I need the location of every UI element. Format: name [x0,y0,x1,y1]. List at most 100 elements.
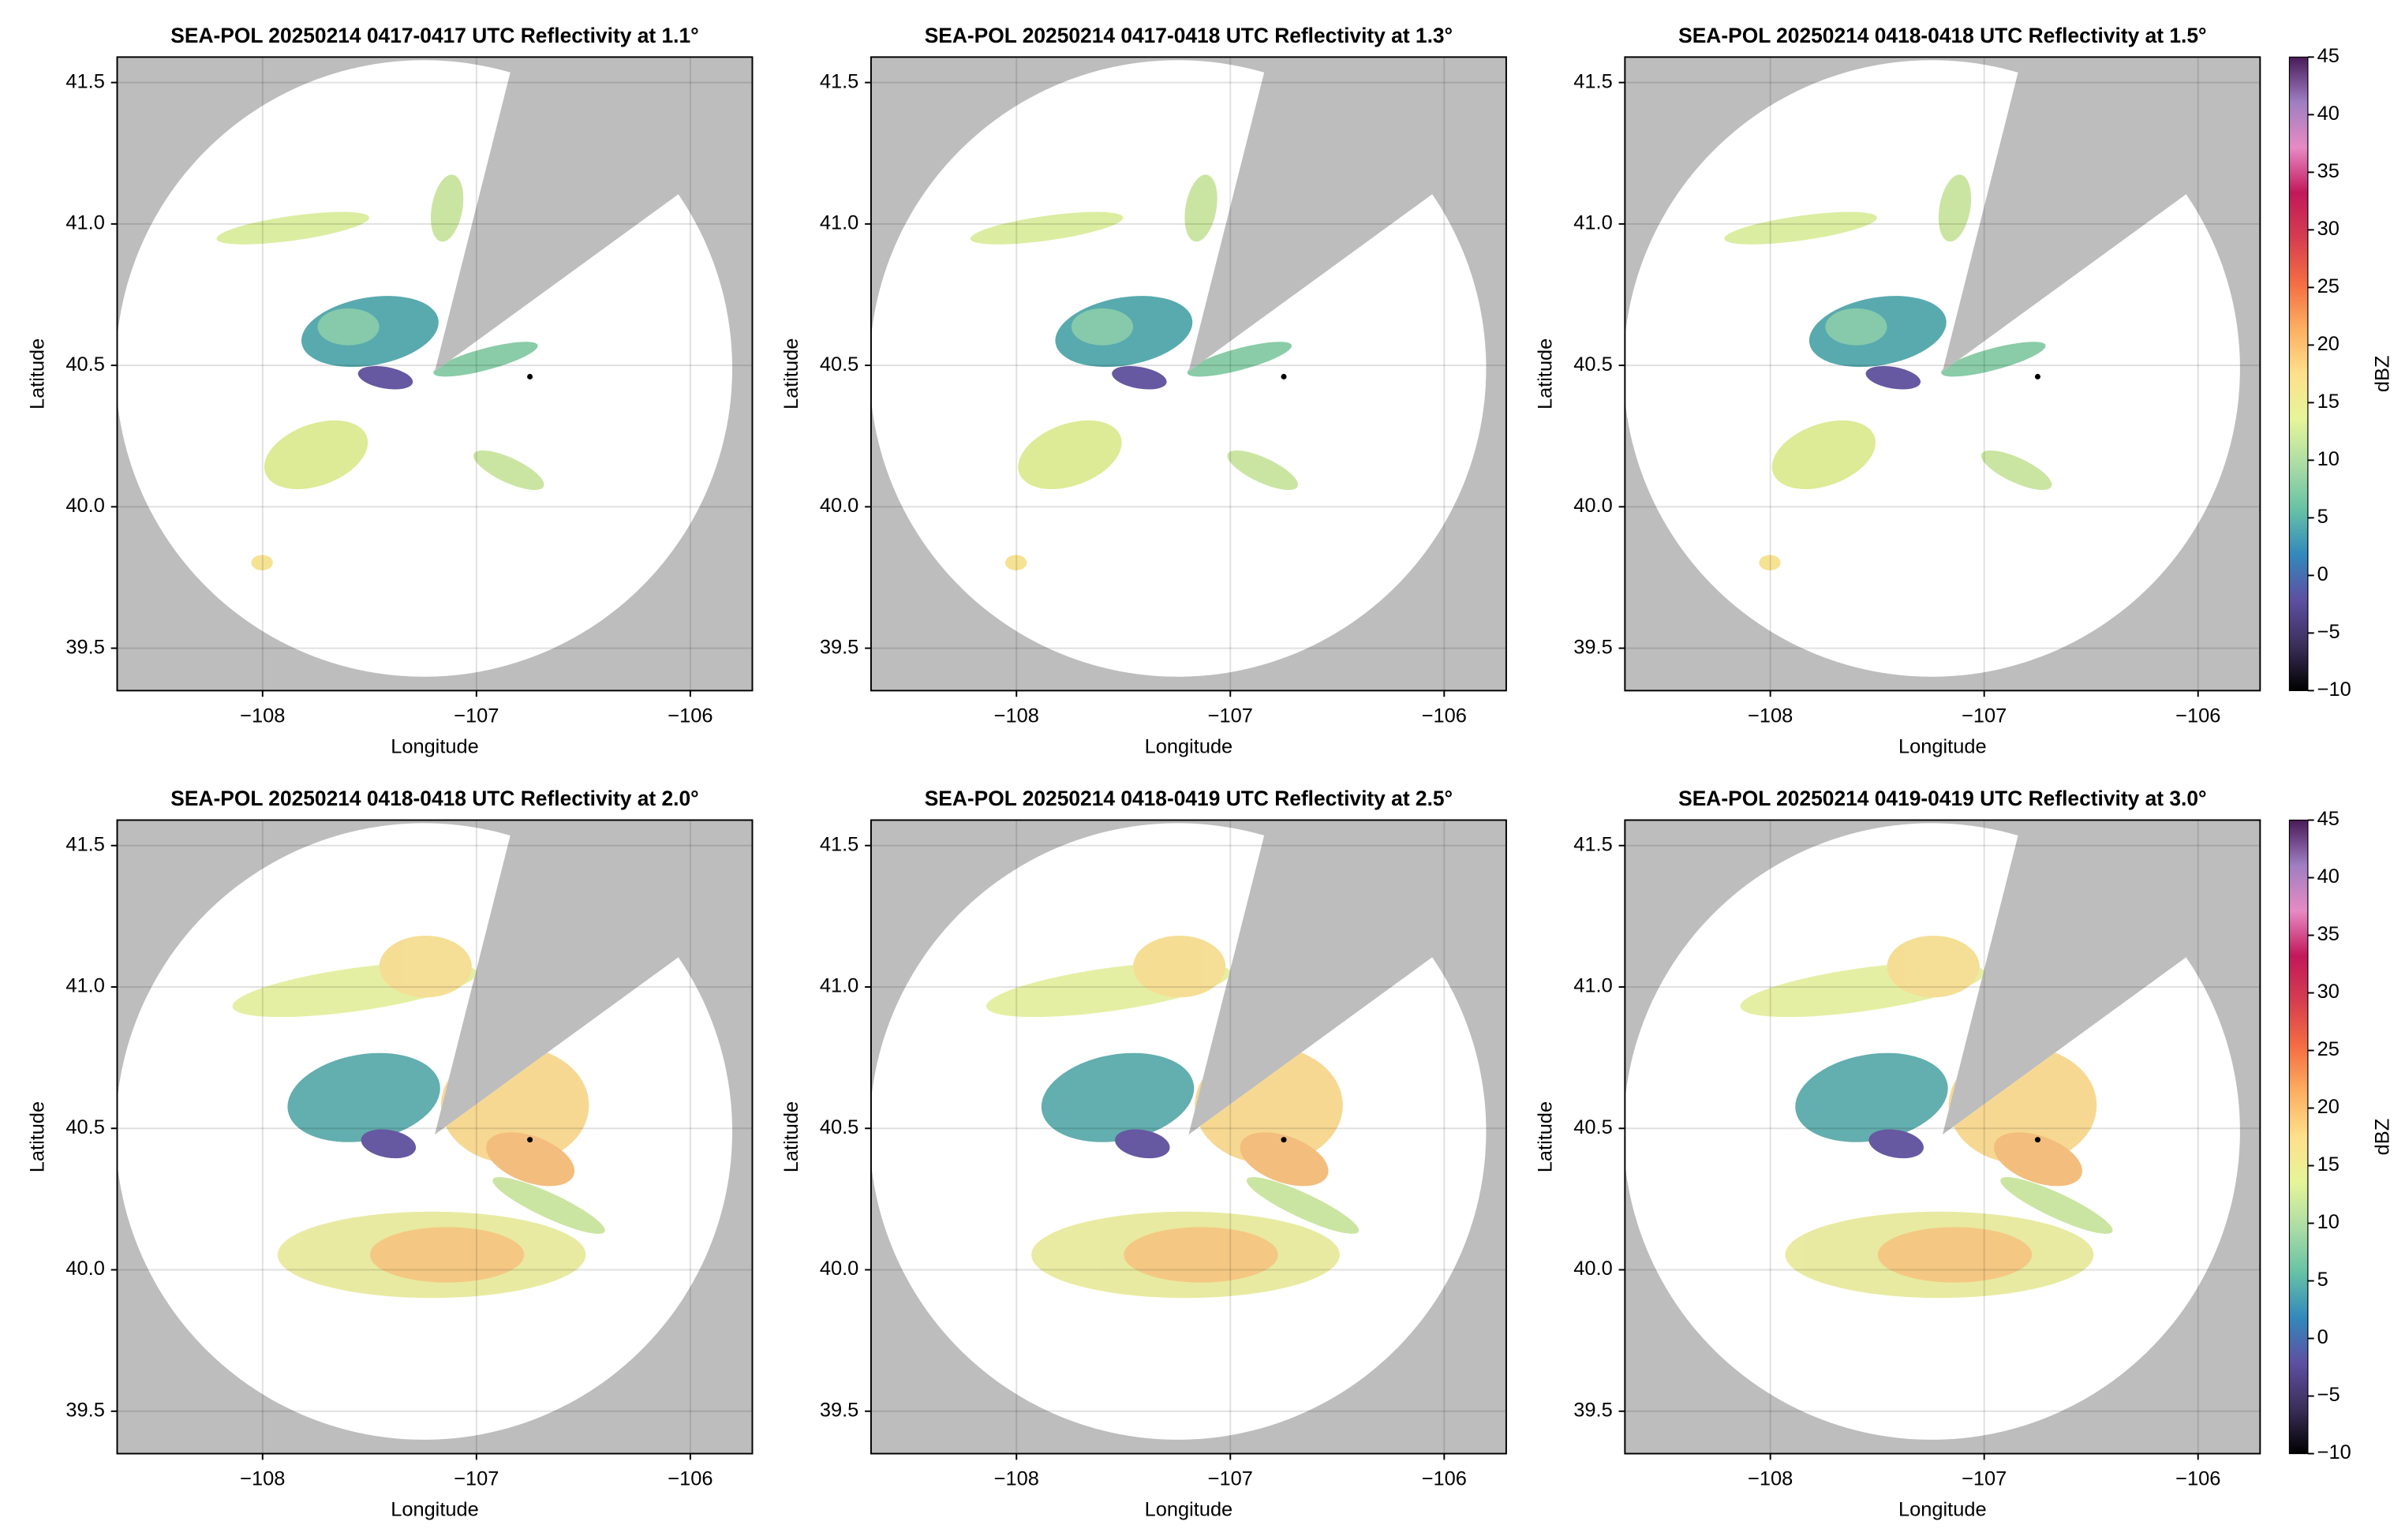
echo [1868,1129,1924,1159]
colorbar-tick-label: 5 [2317,506,2328,528]
echo [1112,365,1167,390]
colorbar-label: dBZ [2371,1119,2393,1156]
echo [1133,936,1226,998]
echo [1759,555,1781,570]
echo [216,211,369,245]
y-tick-label: 40.5 [1573,353,1612,376]
echo [287,1052,440,1142]
y-tick-label: 41.5 [1573,70,1612,92]
y-axis-label: Latitude [780,338,802,409]
y-axis-label: Latitude [1534,1101,1556,1172]
echo [1825,308,1887,346]
colorbar [2288,56,2309,691]
echo [2000,1177,2113,1234]
x-tick-label: −107 [1962,705,2007,727]
echo [369,1227,525,1283]
y-tick-label: 41.0 [1573,212,1612,234]
echoes [970,174,1298,570]
site-marker [1281,1137,1287,1143]
colorbar-tick-label: 20 [2317,1096,2340,1118]
x-tick-label: −107 [1962,1467,2007,1490]
echo [1124,1227,1278,1283]
y-tick-label: 41.5 [820,70,858,92]
colorbar-tick-label: 10 [2317,448,2340,470]
colorbar-tick-label: 10 [2317,1211,2340,1233]
site-marker [2034,373,2040,379]
y-tick-label: 41.5 [820,833,858,855]
plot-frame [870,56,1507,692]
y-tick-label: 41.5 [65,833,104,855]
echo [1724,211,1877,245]
echo [1887,936,1980,998]
echo [251,555,273,570]
colorbar-tick-label: 30 [2317,981,2340,1003]
echo [317,308,380,346]
x-tick-label: −108 [994,705,1039,727]
chart-title: SEA-POL 20250214 0418-0418 UTC Reflectiv… [1678,24,2206,47]
x-tick-label: −108 [240,705,285,727]
echo [1018,420,1122,489]
echo [1240,1132,1329,1187]
x-tick-label: −107 [454,1467,499,1490]
panel: −108 −107 −106 39.5 40.0 40.5 41.0 41.5 SEA-POL … [27,787,754,1521]
x-tick-label: −108 [1748,705,1793,727]
colorbar-tick-label: 0 [2317,563,2328,585]
echo [1941,342,2046,377]
x-tick-label: −107 [454,705,499,727]
x-axis-label: Longitude [1145,1499,1233,1521]
panel: −108 −107 −106 39.5 40.0 40.5 41.0 41.5 SEA-POL … [27,24,754,757]
y-tick-label: 41.0 [65,212,104,234]
echoes [1724,174,2052,570]
x-tick-label: −108 [994,1467,1039,1490]
echo [1227,450,1298,491]
colorbar-tick-label: 45 [2317,808,2340,830]
echo [379,936,472,998]
y-tick-label: 39.5 [820,636,858,658]
y-axis-label: Latitude [1534,338,1556,409]
panel: −108 −107 −106 39.5 40.0 40.5 41.0 41.5 SEA-POL … [1534,24,2393,757]
echo [486,1132,575,1187]
chart-title: SEA-POL 20250214 0417-0417 UTC Reflectiv… [170,24,698,47]
echo [430,174,464,242]
colorbar-tick-label: −10 [2317,678,2351,701]
plot-frame [1624,819,2261,1455]
y-tick-label: 40.5 [1573,1116,1612,1138]
echo [1187,342,1292,377]
echo [1115,1129,1170,1159]
echo [357,365,413,390]
colorbar-tick-label: 35 [2317,160,2340,182]
y-axis-label: Latitude [780,1101,802,1172]
colorbar-tick-label: 30 [2317,218,2340,240]
x-axis-label: Longitude [391,1499,479,1521]
echo [1877,1227,2033,1283]
plot-frame [116,56,754,692]
colorbar-tick-label: 0 [2317,1326,2328,1348]
x-tick-label: −106 [1422,1467,1467,1490]
echo [1938,174,1972,242]
radar-coverage [869,823,1487,1440]
y-tick-label: 39.5 [1573,1399,1612,1421]
y-tick-label: 41.0 [65,975,104,997]
echo [1795,1052,1948,1142]
y-tick-label: 40.5 [65,353,104,376]
y-tick-label: 41.0 [1573,975,1612,997]
echo [361,1129,417,1159]
x-tick-label: −108 [240,1467,285,1490]
echo [433,342,538,377]
colorbar-tick-label: 40 [2317,865,2340,888]
colorbar-tick-label: 25 [2317,1038,2340,1060]
echoes [216,174,544,570]
y-tick-label: 41.0 [820,975,858,997]
colorbar-tick-label: 5 [2317,1269,2328,1291]
chart-title: SEA-POL 20250214 0419-0419 UTC Reflectiv… [1678,787,2206,810]
y-tick-label: 39.5 [65,1399,104,1421]
y-tick-label: 40.0 [1573,495,1612,517]
echo [492,1177,605,1234]
echo [1071,308,1134,346]
colorbar-tick-label: 45 [2317,45,2340,67]
x-axis-label: Longitude [1145,735,1233,757]
radar-coverage [115,60,733,677]
x-tick-label: −106 [2175,705,2220,727]
echo [1041,1052,1195,1142]
